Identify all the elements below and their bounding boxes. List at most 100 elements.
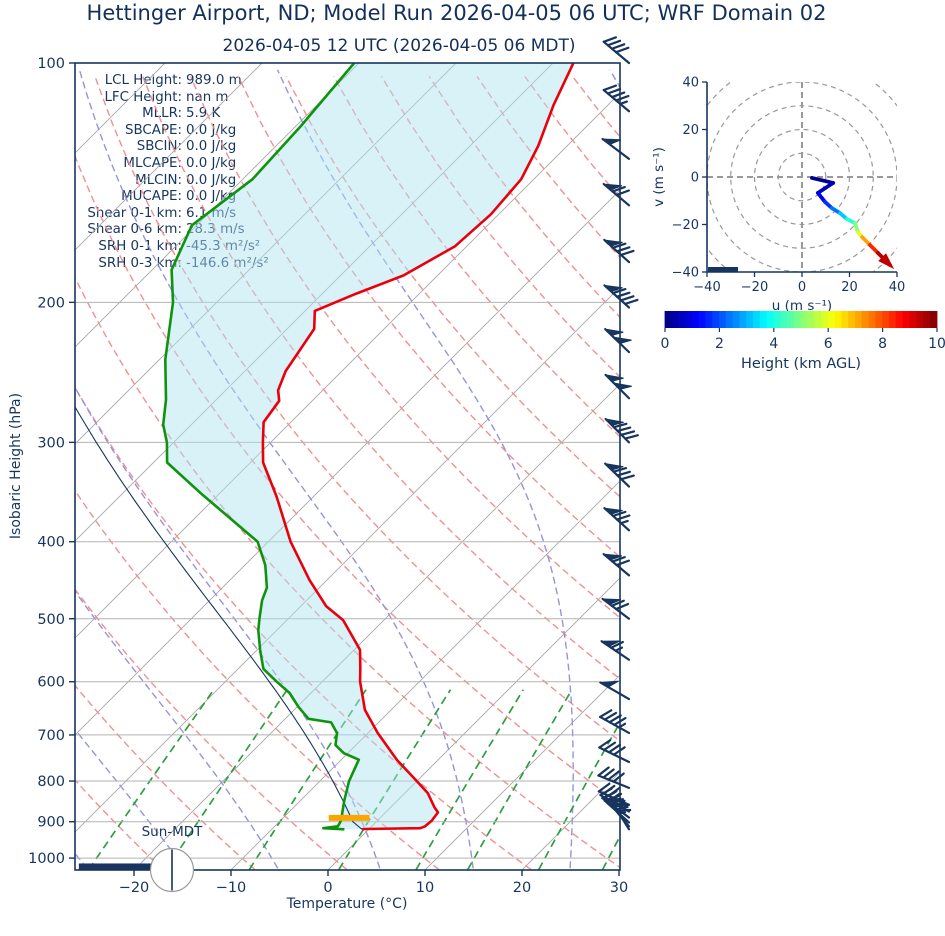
barb-full (615, 602, 630, 611)
dry-adiabat-line (524, 76, 620, 199)
barb-pennant (602, 239, 623, 247)
mixing-ratio-line (338, 689, 452, 870)
wind-barb (602, 238, 635, 264)
pressure-tick-label: 800 (37, 774, 65, 790)
barb-full (612, 466, 628, 473)
barb-full (599, 787, 613, 797)
barb-full (619, 249, 635, 257)
dry-adiabat-line (668, 77, 945, 870)
pressure-tick-label: 400 (37, 535, 65, 551)
stat-value: 0.0 J/kg (186, 172, 237, 188)
colorbar-swatch (923, 311, 931, 328)
hodograph-x-tick-label: −20 (741, 280, 768, 295)
sun-dial-label: Sun-MDT (142, 824, 204, 840)
dewpoint-curve (161, 63, 361, 831)
dry-adiabat-line (75, 276, 620, 869)
colorbar-tick-labels: 0 2 4 6 8 10 (661, 336, 945, 352)
hodograph-y-tick-label: 0 (691, 171, 699, 186)
moist-adiabats (75, 69, 620, 869)
wind-barb (601, 597, 631, 620)
stat-row: Shear 0-1 km:6.1 m/s (60, 206, 269, 223)
hodograph-trace-segment (816, 181, 836, 195)
barb-full (598, 739, 612, 749)
barb-pennant (602, 553, 623, 561)
barb-half (619, 100, 628, 106)
wind-barb (602, 284, 639, 309)
stat-row: MLLR: 5.9 K (60, 106, 269, 123)
wind-barb (600, 640, 631, 661)
isotherm-line (424, 674, 620, 870)
colorbar-swatch (855, 311, 863, 328)
wind-barb (602, 553, 631, 577)
barb-full (599, 709, 613, 719)
stat-label: MUCAPE: (121, 189, 182, 205)
y-axis-label: Isobaric Height (hPa) (8, 393, 24, 539)
pressure-tick-label: 100 (37, 56, 65, 72)
barb-pennant (604, 418, 624, 426)
wind-barb (602, 36, 631, 65)
dry-adiabat-line (75, 489, 440, 870)
barb-full (597, 766, 610, 777)
isotherm-line (75, 92, 620, 639)
stat-label: MLLR: (142, 106, 182, 122)
barb-full (610, 640, 624, 649)
barb-full (616, 426, 632, 433)
barb-pennant (602, 183, 623, 191)
barb-full (623, 298, 639, 306)
temperature-tick-label: 10 (416, 880, 434, 896)
colorbar-swatch (664, 311, 673, 328)
colorbar-swatch (691, 311, 700, 328)
surface-bar (78, 863, 152, 871)
colorbar-swatch (725, 311, 734, 328)
hodograph-x-tick-label: 0 (798, 280, 806, 295)
wind-barbs (597, 36, 639, 831)
dewpoint-temperature-fill (163, 63, 574, 830)
barb-full (601, 791, 616, 800)
mixing-ratio-line (87, 689, 215, 870)
colorbar-swatch (773, 311, 781, 328)
stat-row: MUCAPE: 0.0 J/kg (60, 189, 269, 206)
isotherm-line (75, 63, 457, 445)
colorbar-swatch (827, 311, 836, 328)
pressure-tick-label: 500 (37, 612, 65, 628)
barb-pennant (603, 462, 624, 471)
hodograph-trace-segment (816, 191, 827, 204)
stat-label: LCL Height: (104, 73, 182, 88)
hodograph-bar (708, 267, 738, 272)
barb-full (611, 185, 626, 193)
colorbar-swatch (814, 311, 822, 328)
colorbar-tick-label: 4 (769, 336, 778, 352)
colorbar-swatch (882, 311, 890, 328)
dry-adiabat-line (476, 76, 620, 259)
colorbar-swatch (719, 311, 727, 328)
barb-full (615, 559, 630, 567)
colorbar-swatch (807, 311, 815, 328)
barb-half (619, 519, 629, 525)
hodograph-trace (810, 176, 892, 267)
wind-barb (602, 84, 631, 113)
barb-full (620, 430, 636, 436)
isotherm-line (75, 63, 360, 348)
pressure-tick-label: 1000 (28, 851, 65, 867)
hodograph-trace-segment (810, 176, 836, 185)
stat-label: SRH 0-3 km: (98, 255, 182, 271)
stat-value: 5.9 K (186, 106, 221, 122)
barb-full (611, 242, 627, 249)
hodograph-x-tick-label: −40 (693, 280, 720, 295)
temperature-tick-label: −20 (119, 880, 150, 896)
barb-pennant (600, 640, 621, 647)
moist-adiabat-line (75, 728, 186, 869)
isotherm-line (75, 286, 620, 833)
stat-row: LFC Height: nan m (60, 90, 269, 107)
barb-full (606, 39, 622, 47)
barb-full (615, 189, 630, 197)
valid-time-subtitle: 2026-04-05 12 UTC (2026-04-05 06 MDT) (222, 36, 576, 56)
dry-adiabat-line (142, 76, 620, 680)
isotherm-line (618, 868, 620, 870)
stat-label: SBCAPE: (124, 122, 182, 138)
stat-row: SRH 0-1 km:-45.3 m²/s² (60, 239, 269, 256)
pressure-tick-label: 700 (37, 728, 65, 744)
wind-barb (598, 680, 631, 701)
hodograph-y-tick-label: −20 (672, 218, 699, 233)
